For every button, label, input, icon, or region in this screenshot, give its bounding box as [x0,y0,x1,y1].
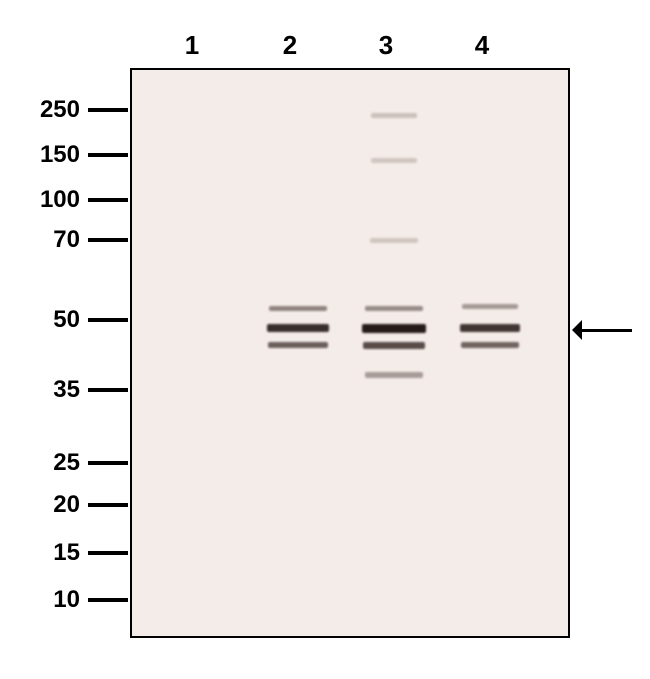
blot-band [462,304,518,309]
blot-frame [130,68,570,638]
mw-label: 35 [0,376,80,404]
mw-label: 250 [0,96,80,124]
mw-label: 50 [0,306,80,334]
mw-label: 10 [0,586,80,614]
mw-tick [88,153,128,157]
blot-band [371,158,417,163]
lane-label: 2 [275,30,305,61]
blot-band [365,306,423,311]
mw-tick [88,318,128,322]
blot-band [362,324,426,333]
mw-tick [88,461,128,465]
blot-band [267,324,329,332]
mw-label: 150 [0,141,80,169]
mw-tick [88,238,128,242]
mw-label: 15 [0,539,80,567]
blot-figure: 1 2 3 4 250 150 100 70 50 35 25 20 15 10 [0,0,650,679]
mw-label: 100 [0,186,80,214]
blot-band [269,306,327,311]
blot-band [268,342,328,348]
mw-tick [88,388,128,392]
mw-label: 70 [0,226,80,254]
mw-tick [88,503,128,507]
mw-label: 25 [0,449,80,477]
mw-tick [88,598,128,602]
lane-label: 3 [371,30,401,61]
mw-label: 20 [0,491,80,519]
blot-band [461,342,519,348]
blot-band [363,342,425,349]
blot-background [132,70,568,636]
arrow-head-icon [572,320,582,340]
blot-band [460,324,520,332]
lane-label: 4 [467,30,497,61]
blot-band [370,238,418,243]
mw-tick [88,551,128,555]
blot-band [365,372,423,378]
mw-tick [88,108,128,112]
arrow-shaft [582,329,632,332]
lane-label: 1 [177,30,207,61]
mw-tick [88,198,128,202]
blot-band [371,113,417,118]
